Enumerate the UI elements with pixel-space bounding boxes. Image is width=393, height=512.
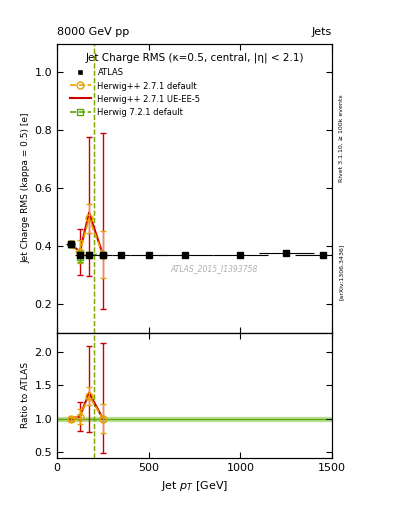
Text: ATLAS_2015_I1393758: ATLAS_2015_I1393758 bbox=[170, 265, 257, 273]
Legend: ATLAS, Herwig++ 2.7.1 default, Herwig++ 2.7.1 UE-EE-5, Herwig 7.2.1 default: ATLAS, Herwig++ 2.7.1 default, Herwig++ … bbox=[67, 65, 204, 120]
Y-axis label: Jet Charge RMS (kappa = 0.5) [e]: Jet Charge RMS (kappa = 0.5) [e] bbox=[21, 113, 30, 263]
X-axis label: Jet $p_T$ [GeV]: Jet $p_T$ [GeV] bbox=[161, 479, 228, 493]
Text: [arXiv:1306.3436]: [arXiv:1306.3436] bbox=[339, 243, 344, 300]
Y-axis label: Ratio to ATLAS: Ratio to ATLAS bbox=[21, 362, 30, 429]
Text: Jet Charge RMS (κ=0.5, central, |η| < 2.1): Jet Charge RMS (κ=0.5, central, |η| < 2.… bbox=[85, 52, 304, 62]
Text: Rivet 3.1.10, ≥ 100k events: Rivet 3.1.10, ≥ 100k events bbox=[339, 94, 344, 182]
Text: Jets: Jets bbox=[312, 27, 332, 37]
Text: 8000 GeV pp: 8000 GeV pp bbox=[57, 27, 129, 37]
